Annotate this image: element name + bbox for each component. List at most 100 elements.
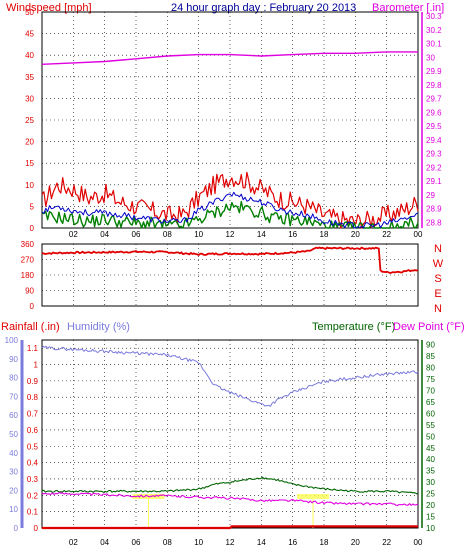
time-tick-label: 22 — [382, 230, 391, 239]
wind-tick-label: 45 — [25, 30, 34, 39]
rainfall-tick-label: 0.9 — [27, 377, 39, 386]
direction-tick-label: 90 — [25, 287, 34, 296]
wind-low-line — [41, 200, 419, 229]
temperature-tick-label: 45 — [426, 444, 435, 453]
barometer-tick-label: 29.9 — [426, 67, 442, 76]
wind-direction-line — [41, 246, 419, 274]
time-tick-label: 22 — [382, 538, 391, 547]
temperature-tick-label: 85 — [426, 352, 435, 361]
wind-tick-label: 15 — [25, 159, 34, 168]
time-tick-label: 14 — [257, 230, 266, 239]
humidity-tick-label: 60 — [9, 411, 18, 420]
barometer-tick-label: 28.9 — [426, 205, 442, 214]
temperature-line — [41, 476, 419, 495]
rainfall-tick-label: 0.3 — [27, 475, 39, 484]
barometer-tick-label: 29.8 — [426, 81, 442, 90]
temperature-axis-label: Temperature (°F) — [312, 321, 396, 333]
humidity-tick-label: 90 — [9, 355, 18, 364]
rainfall-tick-label: 1 — [34, 361, 39, 370]
barometer-tick-label: 30.1 — [426, 40, 442, 49]
time-tick-label: 18 — [320, 230, 329, 239]
time-tick-label: 06 — [132, 538, 141, 547]
temperature-tick-label: 15 — [426, 513, 435, 522]
barometer-tick-label: 29.6 — [426, 108, 442, 117]
barometer-tick-label: 30.3 — [426, 12, 442, 21]
humidity-line — [41, 345, 419, 407]
barometer-tick-label: 29.3 — [426, 150, 442, 159]
compass-label: E — [434, 288, 441, 300]
rainfall-tick-label: 1.1 — [27, 344, 39, 353]
temperature-tick-label: 35 — [426, 467, 435, 476]
barometer-tick-label: 29.5 — [426, 122, 442, 131]
time-tick-label: 16 — [288, 230, 297, 239]
humidity-tick-label: 70 — [9, 392, 18, 401]
rainfall-line — [42, 525, 418, 530]
humidity-tick-label: 100 — [5, 336, 19, 345]
time-tick-label: 18 — [320, 538, 329, 547]
humidity-tick-label: 0 — [14, 524, 19, 533]
windspeed-axis-label: Windspeed [mph] — [6, 2, 92, 14]
wind-average-line — [41, 191, 419, 229]
time-tick-label: 00 — [414, 230, 423, 239]
rainfall-tick-label: 0.2 — [27, 491, 39, 500]
compass-label: N — [434, 303, 442, 315]
wind-gust-line — [41, 171, 419, 229]
humidity-tick-label: 80 — [9, 374, 18, 383]
barometer-tick-label: 29.4 — [426, 136, 442, 145]
direction-tick-label: 360 — [21, 240, 35, 249]
graph-title: 24 hour graph day : February 20 2013 — [171, 2, 357, 14]
time-tick-label: 08 — [163, 230, 172, 239]
rainfall-tick-label: 0.1 — [27, 508, 39, 517]
barometer-tick-label: 30 — [426, 53, 435, 62]
wind-tick-label: 0 — [30, 224, 35, 233]
rainfall-tick-label: 0.6 — [27, 426, 39, 435]
wind-tick-label: 20 — [25, 138, 34, 147]
direction-tick-label: 0 — [30, 302, 35, 311]
time-tick-label: 20 — [351, 230, 360, 239]
wind-tick-label: 5 — [30, 202, 35, 211]
humidity-tick-label: 30 — [9, 468, 18, 477]
humidity-tick-label: 50 — [9, 430, 18, 439]
rainfall-tick-label: 0.4 — [27, 459, 39, 468]
temperature-tick-label: 30 — [426, 478, 435, 487]
temperature-tick-label: 80 — [426, 364, 435, 373]
humidity-axis-label: Humidity (%) — [67, 321, 130, 333]
time-tick-label: 10 — [194, 230, 203, 239]
barometer-tick-label: 28.8 — [426, 218, 442, 227]
wind-tick-label: 25 — [25, 116, 34, 125]
temperature-tick-label: 50 — [426, 432, 435, 441]
barometer-tick-label: 29.2 — [426, 163, 442, 172]
dewpoint-axis-label: Dew Point (°F) — [393, 321, 465, 333]
rainfall-tick-label: 0 — [34, 524, 39, 533]
rainfall-axis-label: Rainfall (.in) — [1, 321, 60, 333]
direction-tick-label: 180 — [21, 271, 35, 280]
time-tick-label: 04 — [100, 538, 109, 547]
barometer-tick-label: 29 — [426, 191, 435, 200]
temperature-tick-label: 75 — [426, 375, 435, 384]
time-tick-label: 06 — [132, 230, 141, 239]
wind-tick-label: 30 — [25, 94, 34, 103]
compass-label: W — [433, 258, 444, 270]
barometer-tick-label: 30.2 — [426, 26, 442, 35]
humidity-tick-label: 20 — [9, 486, 18, 495]
wind-tick-label: 40 — [25, 51, 34, 60]
humidity-tick-label: 40 — [9, 449, 18, 458]
time-tick-label: 04 — [100, 230, 109, 239]
barometer-line — [41, 51, 418, 65]
temperature-tick-label: 40 — [426, 455, 435, 464]
barometer-tick-label: 29.7 — [426, 95, 442, 104]
wind-tick-label: 35 — [25, 73, 34, 82]
rainfall-tick-label: 0.5 — [27, 442, 39, 451]
wind-tick-label: 50 — [25, 8, 34, 17]
compass-label: N — [434, 243, 442, 255]
time-tick-label: 02 — [69, 538, 78, 547]
temperature-tick-label: 20 — [426, 501, 435, 510]
time-tick-label: 00 — [414, 538, 423, 547]
compass-label: S — [434, 273, 441, 285]
temperature-tick-label: 55 — [426, 421, 435, 430]
time-tick-label: 10 — [194, 538, 203, 547]
time-tick-label: 02 — [69, 230, 78, 239]
temperature-tick-label: 90 — [426, 341, 435, 350]
